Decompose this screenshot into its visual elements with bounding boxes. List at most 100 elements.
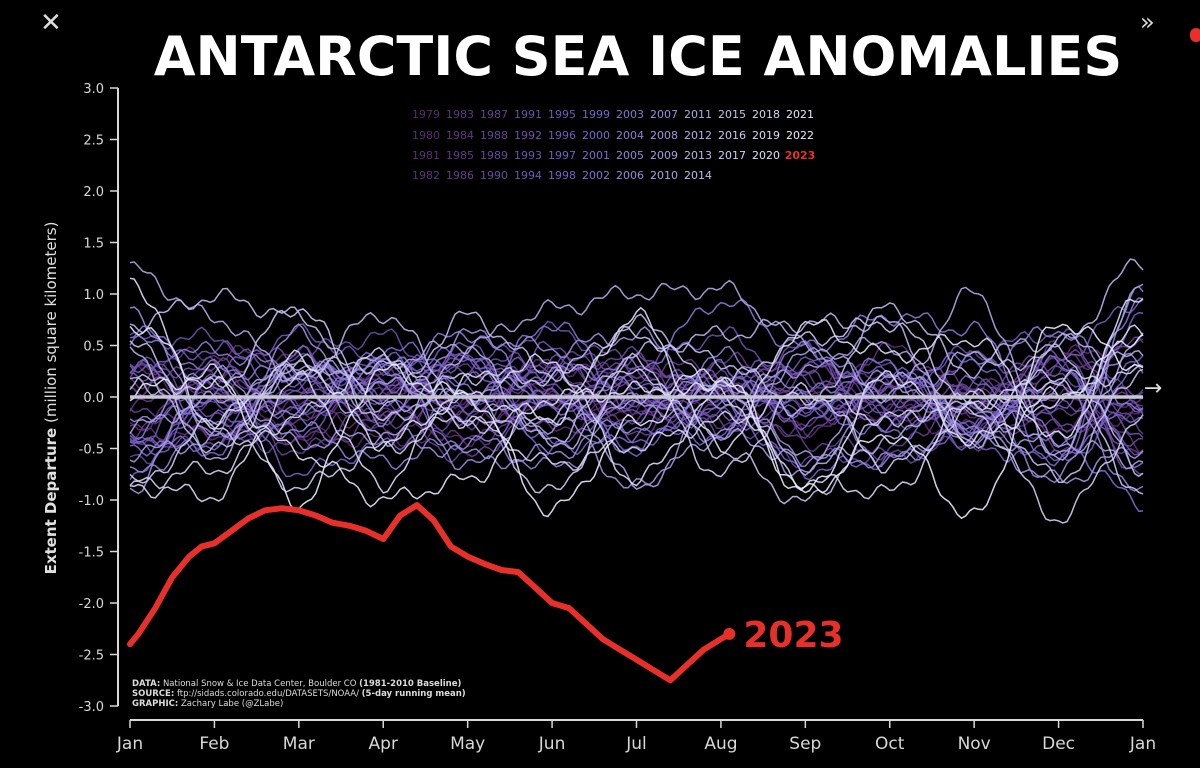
- x-tick-label: Nov: [958, 734, 991, 754]
- x-tick-label: Aug: [704, 734, 737, 754]
- legend-entry: 2004: [616, 129, 644, 142]
- y-tick-label: -2.5: [79, 649, 104, 664]
- legend-entry: 2005: [616, 149, 644, 162]
- x-tick-label: Jun: [538, 734, 566, 754]
- y-tick-label: 1.0: [83, 288, 104, 303]
- legend-entry: 2001: [582, 149, 610, 162]
- legend-entry: 2020: [752, 149, 780, 162]
- legend-entry: 1989: [480, 149, 508, 162]
- legend-entry: 1983: [446, 108, 474, 121]
- legend-entry: 1992: [514, 129, 542, 142]
- legend-entry: 2017: [718, 149, 746, 162]
- next-button[interactable]: →: [1143, 376, 1163, 401]
- source-line: GRAPHIC: Zachary Labe (@ZLabe): [132, 699, 283, 709]
- expand-button[interactable]: »: [1140, 8, 1155, 36]
- legend-entry: 1982: [412, 169, 440, 182]
- legend-entry: 2023: [785, 149, 816, 162]
- series-line: [129, 308, 1144, 495]
- legend-entry: 1986: [446, 169, 474, 182]
- source-line: SOURCE: ftp://sidads.colorado.edu/DATASE…: [132, 689, 466, 699]
- legend-entry: 2019: [752, 129, 780, 142]
- legend-entry: 1990: [480, 169, 508, 182]
- legend-entry: 2009: [650, 149, 678, 162]
- y-tick-label: -3.0: [79, 700, 104, 715]
- y-tick-label: 3.0: [83, 82, 104, 97]
- legend-entry: 2014: [684, 169, 712, 182]
- source-line: DATA: National Snow & Ice Data Center, B…: [132, 679, 461, 689]
- legend-entry: 1995: [548, 108, 576, 121]
- legend-entry: 1987: [480, 108, 508, 121]
- legend-entry: 1999: [582, 108, 610, 121]
- legend-entry: 1980: [412, 129, 440, 142]
- legend-entry: 2008: [650, 129, 678, 142]
- x-tick-label: Dec: [1042, 734, 1075, 754]
- legend-entry: 1998: [548, 169, 576, 182]
- series-line: [129, 340, 1144, 505]
- y-tick-label: 0.0: [83, 391, 104, 406]
- y-tick-label: 2.5: [83, 134, 104, 149]
- legend-entry: 2013: [684, 149, 712, 162]
- background-series: [129, 258, 1144, 524]
- series-line: [129, 364, 1144, 495]
- series-2023-line: [127, 502, 733, 684]
- y-tick-label: 0.5: [83, 340, 104, 355]
- legend-entry: 1988: [480, 129, 508, 142]
- x-tick-label: Oct: [875, 734, 905, 754]
- source-notes: DATA: National Snow & Ice Data Center, B…: [132, 679, 466, 709]
- series-line: [129, 368, 1144, 524]
- series-line: [129, 325, 1144, 508]
- axes: 3.0 2.5 2.0 1.5 1.0 0.5 0.0 -0.5 -1.0 -1.5 -2.0 -2.…: [79, 82, 1156, 754]
- series-line: [129, 359, 1144, 469]
- series-line: [129, 345, 1144, 448]
- legend-entry: 2006: [616, 169, 644, 182]
- x-tick-label: May: [450, 734, 485, 754]
- legend-entry: 2021: [786, 108, 814, 121]
- x-tick-label: Feb: [199, 734, 229, 754]
- legend-entry: 1979: [412, 108, 440, 121]
- series-line: [129, 261, 1144, 461]
- series-line: [129, 346, 1144, 490]
- y-tick-label: 1.5: [83, 237, 104, 252]
- series-2023-label: 2023: [743, 615, 843, 656]
- legend-entry: 2012: [684, 129, 712, 142]
- series-line: [129, 369, 1144, 481]
- series-line: [129, 354, 1144, 481]
- legend-entry: 2022: [786, 129, 814, 142]
- x-tick-label: Jan: [1129, 734, 1156, 754]
- series-line: [129, 341, 1144, 513]
- legend-entry: 2007: [650, 108, 678, 121]
- legend-entry: 1981: [412, 149, 440, 162]
- legend-entry: 1996: [548, 129, 576, 142]
- y-tick-label: -0.5: [79, 443, 104, 458]
- legend: 1979 1983 1987 1991 1995 1999 2003 2007 2011 2015…: [412, 108, 815, 182]
- notification-dot: [1190, 28, 1200, 42]
- x-tick-label: Mar: [283, 734, 315, 754]
- x-tick-label: Sep: [789, 734, 821, 754]
- legend-entry: 2000: [582, 129, 610, 142]
- series-line: [129, 351, 1144, 455]
- x-tick-label: Jul: [625, 734, 647, 754]
- series-2023-endpoint: [723, 627, 736, 640]
- series-line: [129, 324, 1144, 503]
- series-line: [129, 287, 1144, 478]
- legend-entry: 1994: [514, 169, 542, 182]
- legend-entry: 2011: [684, 108, 712, 121]
- y-tick-label: -1.0: [79, 494, 104, 509]
- legend-entry: 1984: [446, 129, 474, 142]
- legend-entry: 2016: [718, 129, 746, 142]
- chart-title: ANTARCTIC SEA ICE ANOMALIES: [154, 25, 1122, 88]
- highlight-series: 2023: [127, 502, 844, 684]
- legend-entry: 1997: [548, 149, 576, 162]
- y-tick-label: -2.0: [79, 597, 104, 612]
- x-tick-label: Jan: [116, 734, 143, 754]
- legend-entry: 2018: [752, 108, 780, 121]
- legend-entry: 1985: [446, 149, 474, 162]
- y-tick-label: -1.5: [79, 546, 104, 561]
- legend-entry: 1993: [514, 149, 542, 162]
- series-line: [129, 277, 1144, 454]
- close-button[interactable]: ✕: [40, 8, 62, 38]
- x-tick-label: Apr: [369, 734, 398, 754]
- legend-entry: 2015: [718, 108, 746, 121]
- legend-entry: 2010: [650, 169, 678, 182]
